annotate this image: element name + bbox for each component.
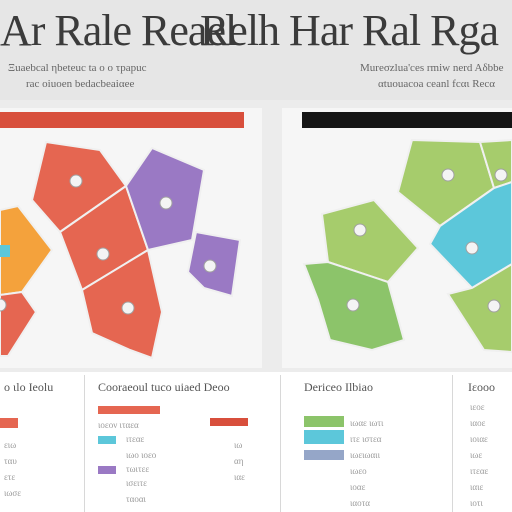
header: Ar Rale Reael Relh Har Ral Rga Ξuaebcal … xyxy=(0,0,512,100)
legend-text: ιωο ιοεο xyxy=(126,450,157,460)
legend-text: ιωαε ιωτι xyxy=(350,418,384,428)
legend-area xyxy=(0,372,512,512)
legend-text: ιεοε xyxy=(470,402,485,412)
legend-heading-4: Ιεοοο xyxy=(468,380,496,394)
circle-marker-icon[interactable] xyxy=(346,298,360,312)
legend-text: ιτεαε xyxy=(126,434,145,444)
legend-text: ταοαι xyxy=(126,494,146,504)
map-right xyxy=(302,138,512,354)
legend-text: ιαοε xyxy=(470,418,486,428)
subtitle-left-2: rac oiuoen bedacbeaiαee xyxy=(26,78,135,90)
legend-text: ειω xyxy=(4,440,17,450)
legend-text: ιωειωαιι xyxy=(350,450,381,460)
legend-text: ιαοτα xyxy=(350,498,370,508)
circle-marker-icon[interactable] xyxy=(159,196,173,210)
panel-bar-left xyxy=(0,112,244,128)
legend-text: ιτεαε xyxy=(470,466,489,476)
circle-marker-icon[interactable] xyxy=(494,168,508,182)
region-cyan-sliver xyxy=(0,245,10,257)
legend-text: ετε xyxy=(4,472,16,482)
legend-text: ιτε ιστεα xyxy=(350,434,382,444)
legend-text: ιοιαε xyxy=(470,434,488,444)
region-lime-mid[interactable] xyxy=(320,198,420,284)
map-left xyxy=(0,140,242,360)
circle-marker-icon[interactable] xyxy=(203,259,217,273)
circle-marker-icon[interactable] xyxy=(69,174,83,188)
subtitle-left-1: Ξuaebcal ηbeteuc ta ο ο τpapuc xyxy=(8,62,147,74)
legend-swatch-red xyxy=(98,406,160,414)
legend-text: ιωσε xyxy=(4,488,21,498)
legend-swatch-purple xyxy=(98,466,116,474)
legend-text: ιαιε xyxy=(470,482,484,492)
circle-marker-icon[interactable] xyxy=(121,301,135,315)
legend-swatch-red-bar xyxy=(210,418,248,426)
legend-text: ταυ xyxy=(4,456,17,466)
legend-text: ιοαε xyxy=(350,482,366,492)
legend-text: αη xyxy=(234,456,244,466)
region-red-left[interactable] xyxy=(0,290,38,357)
circle-marker-icon[interactable] xyxy=(0,298,7,312)
legend-divider xyxy=(280,375,281,512)
panel-bar-right xyxy=(302,112,512,128)
page-title-left: Ar Rale Reael xyxy=(0,6,237,55)
circle-marker-icon[interactable] xyxy=(441,168,455,182)
circle-marker-icon[interactable] xyxy=(487,299,501,313)
region-lime-bottom[interactable] xyxy=(446,262,512,354)
region-orange[interactable] xyxy=(0,204,54,297)
legend-text: ιωε xyxy=(470,450,483,460)
legend-text: ιαε xyxy=(234,472,245,482)
circle-marker-icon[interactable] xyxy=(353,223,367,237)
legend-swatch-cyan xyxy=(304,430,344,444)
legend-swatch-cyan xyxy=(98,436,116,444)
page-title-right: Relh Har Ral Rga xyxy=(199,6,499,55)
legend-divider xyxy=(84,375,85,512)
circle-marker-icon[interactable] xyxy=(465,241,479,255)
legend-swatch-green xyxy=(304,416,344,427)
legend-text: ισειτε xyxy=(126,478,147,488)
legend-heading-2: Coοraeoul tuco uiaed Deoo xyxy=(98,380,230,394)
legend-text: ιω xyxy=(234,440,243,450)
legend-text: ιωεο xyxy=(350,466,367,476)
subtitle-right-2: αtuοuacoa ceanl fcαι Recα xyxy=(378,78,496,90)
legend-text: ιοτι xyxy=(470,498,483,508)
legend-heading-1: ο ιlo Ιeolu xyxy=(4,380,54,394)
subtitle-right-1: Mureσzlua'ces rmiw nerd Aδbbe xyxy=(360,62,504,74)
legend-heading-3: Dericeo Ιlbiao xyxy=(304,380,373,394)
legend-swatch-red xyxy=(0,418,18,428)
circle-marker-icon[interactable] xyxy=(96,247,110,261)
legend-swatch-blue-gray xyxy=(304,450,344,460)
legend-text: τωιτεε xyxy=(126,464,150,474)
legend-divider xyxy=(452,375,453,512)
legend-text: ιοεον ιταεα xyxy=(98,420,139,430)
region-cyan[interactable] xyxy=(428,180,512,290)
